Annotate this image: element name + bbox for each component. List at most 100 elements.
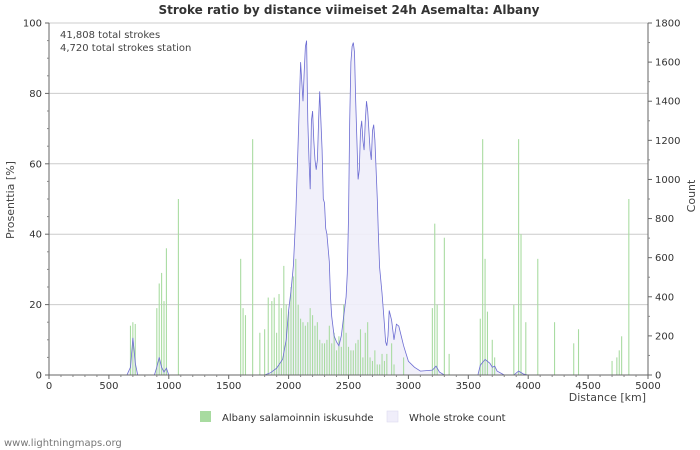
y-left-tick-label-80: 80 xyxy=(29,89,42,100)
whole-stroke-count-area xyxy=(49,40,648,375)
y-right-tick-label-600: 600 xyxy=(655,253,674,264)
ratio-bar-2780km xyxy=(381,353,383,375)
left-axis-ticks: 0 20 40 60 80 100 xyxy=(23,19,49,382)
ratio-bar-940km xyxy=(161,272,163,375)
ratio-bar-2300km xyxy=(324,343,326,375)
legend-swatch-count xyxy=(386,410,399,423)
ratio-bar-2540km xyxy=(352,350,354,375)
ratio-bar-2880km xyxy=(393,364,395,375)
ratio-bar-1880km xyxy=(273,297,275,375)
whole-stroke-count-line xyxy=(49,40,648,376)
legend-label-count: Whole stroke count xyxy=(409,413,506,424)
y-right-tick-label-1000: 1000 xyxy=(655,175,680,186)
x-tick-label-2000: 2000 xyxy=(276,381,301,392)
x-tick-label-3000: 3000 xyxy=(396,381,421,392)
ratio-bar-2620km xyxy=(362,357,364,375)
ratio-bar-1620km xyxy=(242,308,244,375)
ratio-bar-2800km xyxy=(383,360,385,375)
ratio-bar-2860km xyxy=(391,343,393,375)
ratio-bar-900km xyxy=(156,308,158,375)
ratio-bar-2580km xyxy=(357,339,359,375)
x-axis-title: Distance [km] xyxy=(569,391,646,404)
ratio-bar-3240km xyxy=(436,304,438,375)
ratio-bar-700km xyxy=(132,322,134,375)
right-axis-ticks: 0 200 400 600 800 1000 1200 1400 1600 1800 xyxy=(648,19,680,382)
ratio-bar-2160km xyxy=(307,322,309,375)
ratio-bar-2380km xyxy=(333,332,335,375)
x-tick-label-4000: 4000 xyxy=(515,381,540,392)
ratio-bars xyxy=(129,139,630,375)
ratio-bar-4700km xyxy=(611,360,613,375)
ratio-bar-2820km xyxy=(386,353,388,375)
ratio-bar-2700km xyxy=(371,360,373,375)
ratio-bar-3940km xyxy=(520,234,522,375)
ratio-bar-2080km xyxy=(297,304,299,375)
ratio-bar-4840km xyxy=(628,199,630,375)
ratio-bar-980km xyxy=(165,248,167,375)
y-left-tick-label-0: 0 xyxy=(36,371,42,382)
x-tick-label-1500: 1500 xyxy=(216,381,241,392)
left-axis-title: Prosenttia [%] xyxy=(4,161,17,239)
ratio-bar-2000km xyxy=(288,311,290,375)
ratio-bar-3880km xyxy=(513,304,515,375)
legend: Albany salamoinnin iskusuhde Whole strok… xyxy=(200,410,506,424)
ratio-bar-2600km xyxy=(359,329,362,375)
ratio-bar-3640km xyxy=(484,258,486,375)
legend-swatch-ratio xyxy=(200,411,211,422)
chart-title: Stroke ratio by distance viimeiset 24h A… xyxy=(158,3,539,17)
ratio-bar-2180km xyxy=(309,308,311,375)
legend-label-ratio: Albany salamoinnin iskusuhde xyxy=(222,413,374,424)
x-tick-label-3500: 3500 xyxy=(456,381,481,392)
ratio-bar-4080km xyxy=(537,258,539,375)
ratio-bar-2760km xyxy=(379,364,381,375)
ratio-bar-1960km xyxy=(283,265,285,375)
total-strokes-note: 41,808 total strokes xyxy=(60,30,160,41)
x-axis-ticks: 0 500 1000 1500 2000 2500 3000 3500 4000 4500 5000 xyxy=(46,375,661,392)
ratio-bar-3340km xyxy=(448,353,450,375)
ratio-bar-2280km xyxy=(321,343,323,375)
right-axis-title: Count xyxy=(685,179,698,212)
y-right-tick-label-1200: 1200 xyxy=(655,136,680,147)
plot-area xyxy=(48,22,649,376)
x-tick-label-4500: 4500 xyxy=(575,381,600,392)
station-strokes-note: 4,720 total strokes station xyxy=(60,43,191,54)
ratio-bar-1860km xyxy=(271,301,273,375)
x-tick-label-0: 0 xyxy=(46,381,52,392)
x-tick-label-2500: 2500 xyxy=(336,381,361,392)
ratio-bar-2520km xyxy=(350,350,352,375)
ratio-bar-2440km xyxy=(340,346,342,375)
x-tick-label-1000: 1000 xyxy=(156,381,181,392)
ratio-bar-3300km xyxy=(443,237,445,375)
y-right-tick-label-800: 800 xyxy=(655,214,674,225)
y-left-tick-label-100: 100 xyxy=(23,19,42,30)
ratio-bar-4380km xyxy=(573,343,575,375)
ratio-bar-680km xyxy=(129,325,132,375)
ratio-bar-2960km xyxy=(403,357,405,375)
ratio-bar-2060km xyxy=(295,258,297,375)
ratio-bar-1640km xyxy=(244,315,247,375)
ratio-bar-2200km xyxy=(312,315,314,375)
ratio-bar-2460km xyxy=(343,304,345,375)
x-tick-label-5000: 5000 xyxy=(635,381,660,392)
ratio-bar-2040km xyxy=(292,276,294,375)
ratio-bar-2120km xyxy=(302,322,304,375)
y-right-tick-label-1400: 1400 xyxy=(655,97,680,108)
ratio-bar-1600km xyxy=(240,258,242,375)
x-tick-label-500: 500 xyxy=(99,381,118,392)
y-right-tick-label-0: 0 xyxy=(655,371,661,382)
ratio-bar-2140km xyxy=(304,325,306,375)
ratio-bar-4420km xyxy=(577,329,580,375)
y-left-tick-label-20: 20 xyxy=(29,300,42,311)
ratio-bar-2360km xyxy=(331,343,333,375)
ratio-bar-3980km xyxy=(525,322,527,375)
y-left-tick-label-60: 60 xyxy=(29,159,42,170)
ratio-bar-920km xyxy=(158,283,160,375)
ratio-bar-2340km xyxy=(328,325,330,375)
y-left-tick-label-40: 40 xyxy=(29,230,42,241)
ratio-bar-1920km xyxy=(278,294,280,375)
ratio-bar-3700km xyxy=(491,339,493,375)
ratio-bar-720km xyxy=(134,323,136,375)
ratio-bar-2260km xyxy=(319,339,321,375)
ratio-bar-3200km xyxy=(431,308,433,375)
